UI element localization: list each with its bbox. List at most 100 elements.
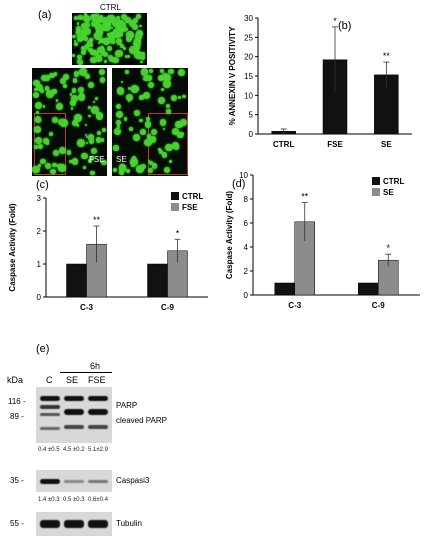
- fse-image-label: FSE: [89, 155, 105, 164]
- legend-swatch: [372, 188, 380, 196]
- y-tick-label: 25: [244, 33, 253, 42]
- cell-dot: [96, 130, 102, 136]
- cell-dot: [84, 73, 90, 79]
- cell-dot: [129, 126, 134, 132]
- cell-dot: [132, 23, 138, 30]
- cell-dot: [83, 14, 91, 22]
- y-tick-label: 2: [37, 227, 42, 236]
- cell-dot: [114, 49, 123, 58]
- se-micrograph: [112, 68, 188, 176]
- cell-dot: [112, 57, 119, 64]
- cell-dot: [139, 24, 142, 28]
- cell-dot: [82, 35, 88, 41]
- bar: [358, 282, 379, 296]
- cell-dot: [101, 160, 107, 166]
- cell-dot: [77, 139, 86, 148]
- cell-dot: [129, 157, 138, 166]
- legend-label: SE: [383, 188, 394, 197]
- chart-b: 0 5 10 15 20 25 30 % ANNEXIN V POSITIVITY CTRL * F…: [228, 14, 412, 149]
- cell-dot: [113, 168, 118, 172]
- cell-dot: [84, 28, 92, 36]
- cell-dot: [93, 32, 102, 41]
- cell-dot: [126, 54, 131, 59]
- cell-dot: [149, 68, 154, 73]
- cell-dot: [33, 125, 41, 133]
- cell-dot: [49, 168, 56, 175]
- cell-dot: [115, 16, 120, 20]
- cell-dot: [140, 68, 149, 76]
- cell-dot: [52, 89, 57, 94]
- cell-dot: [90, 37, 93, 40]
- cell-dot: [87, 19, 90, 23]
- cell-dot: [121, 80, 124, 83]
- cell-dot: [128, 46, 137, 55]
- cell-dot: [101, 23, 107, 29]
- cell-dot: [43, 138, 50, 144]
- cell-dot: [159, 69, 164, 74]
- time-bracket: [60, 372, 112, 373]
- x-tick-label: FSE: [327, 140, 343, 149]
- cell-dot: [146, 75, 153, 81]
- cell-dot: [89, 49, 95, 55]
- cell-dot: [120, 166, 126, 172]
- cell-dot: [119, 22, 127, 29]
- x-tick-label: C-3: [288, 301, 301, 310]
- y-tick-label: 5: [249, 111, 254, 120]
- cell-dot: [165, 143, 174, 152]
- cell-dot: [51, 116, 58, 123]
- y-tick-label: 30: [244, 14, 253, 23]
- y-tick-label: 2: [244, 267, 249, 276]
- cell-dot: [87, 105, 92, 109]
- cell-dot: [58, 146, 66, 155]
- cell-dot: [96, 112, 104, 120]
- casp-quant: 0.6±0.4: [88, 497, 108, 503]
- cell-dot: [71, 120, 78, 126]
- tubulin-blot: [36, 512, 112, 536]
- caspasi3-label: Caspasi3: [116, 476, 150, 485]
- cell-dot: [124, 69, 130, 75]
- cell-dot: [38, 143, 44, 149]
- cell-dot: [45, 141, 50, 145]
- panel-a-label: (a): [38, 9, 52, 21]
- marker-116: 116 -: [8, 397, 26, 406]
- marker-89: 89 -: [10, 412, 24, 421]
- cell-dot: [125, 168, 131, 174]
- cell-dot: [58, 164, 66, 172]
- cell-dot: [79, 68, 87, 76]
- cell-dot: [180, 132, 185, 137]
- significance-marker: **: [383, 51, 391, 61]
- cell-dot: [144, 138, 152, 147]
- cell-dot: [78, 15, 84, 20]
- cell-dot: [175, 120, 184, 129]
- cell-dot: [33, 88, 37, 91]
- marker-55: 55 -: [10, 519, 24, 528]
- cell-dot: [88, 114, 91, 118]
- significance-marker: *: [386, 243, 390, 253]
- cell-dot: [108, 37, 115, 44]
- cell-dot: [74, 114, 82, 123]
- cell-dot: [89, 138, 95, 144]
- cell-dot: [86, 40, 93, 46]
- cell-dot: [56, 99, 59, 102]
- y-tick-label: 4: [244, 243, 249, 252]
- cell-dot: [144, 121, 152, 128]
- cell-dot: [130, 85, 139, 93]
- panel-b-label: (b): [338, 20, 352, 32]
- cell-dot: [81, 45, 87, 52]
- cell-dot: [158, 150, 163, 154]
- cell-dot: [111, 26, 114, 30]
- cell-dot: [161, 152, 168, 158]
- cell-dot: [122, 47, 126, 51]
- cell-dot: [150, 128, 157, 136]
- cell-dot: [115, 110, 124, 118]
- y-tick-label: 0: [37, 293, 42, 302]
- cell-dot: [109, 15, 116, 22]
- cell-dot: [105, 17, 112, 24]
- cell-dot: [48, 131, 54, 137]
- cell-dot: [115, 38, 123, 45]
- cell-dot: [98, 38, 104, 44]
- cell-dot: [129, 19, 137, 27]
- cell-dot: [35, 110, 40, 115]
- cell-dot: [138, 43, 142, 47]
- cell-dot: [130, 163, 135, 168]
